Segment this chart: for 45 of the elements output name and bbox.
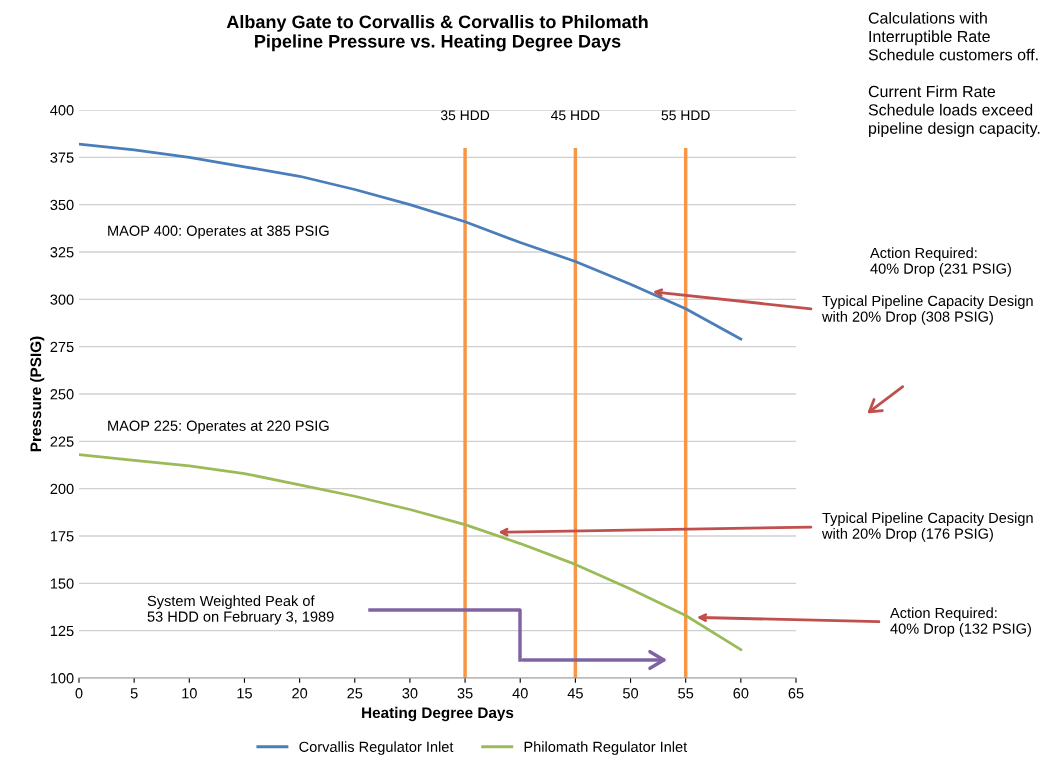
x-tick-label: 15: [237, 688, 252, 699]
annotation: Typical Pipeline Capacity Design with 20% Drop (308 PSIG): [821, 295, 1033, 325]
text: Calculations with Interruptible Rate Schedule customers off. Current Firm Rate Schedule loads exceed pipeline design capacity.: [868, 12, 1040, 138]
y-tick-label: 375: [50, 152, 74, 163]
annotation: Action Required: 40% Drop (132 PSIG): [890, 607, 1031, 637]
y-tick-label: 325: [50, 247, 74, 258]
y-tick-label: 250: [50, 389, 74, 400]
y-tick-label: 125: [50, 625, 74, 637]
x-tick-label: 20: [292, 688, 308, 699]
x-tick-label: 5: [130, 688, 138, 699]
y-axis-title: Pressure (PSIG): [30, 336, 45, 452]
line-series: [79, 453, 743, 651]
y-tick-label: 400: [50, 105, 74, 116]
x-tick-label: 65: [788, 688, 804, 699]
legend-label: Corvallis Regulator Inlet: [299, 741, 454, 755]
annotation: Typical Pipeline Capacity Design with 20% Drop (176 PSIG): [821, 512, 1033, 542]
y-tick-label: 350: [50, 199, 74, 211]
x-tick-label: 40: [512, 688, 528, 699]
x-axis-title: Heating Degree Days: [362, 706, 514, 722]
annotation: MAOP 400: Operates at 385 PSIG: [108, 225, 329, 239]
chart-title: Albany Gate to Corvallis & Corvallis to Philomath Pipeline Pressure vs. Heating Degree Days: [226, 14, 648, 52]
ref-line-label: 45 HDD: [551, 110, 600, 121]
x-tick-label: 55: [678, 688, 694, 699]
annotation: System Weighted Peak of 53 HDD on February 3, 1989: [147, 595, 334, 625]
y-tick-label: 175: [50, 531, 74, 542]
y-tick-label: 150: [50, 578, 74, 589]
y-tick-label: 300: [50, 294, 74, 305]
y-tick-label: 200: [50, 483, 74, 495]
ref-line-label: 55 HDD: [661, 110, 710, 121]
text: Action Required: 40% Drop (231 PSIG): [870, 247, 1011, 277]
y-tick-label: 225: [50, 436, 74, 447]
x-tick-label: 35: [457, 688, 473, 699]
annotation: MAOP 225: Operates at 220 PSIG: [108, 420, 329, 434]
x-tick-label: 10: [182, 688, 197, 699]
x-tick-label: 45: [567, 688, 583, 699]
x-tick-label: 50: [623, 688, 639, 699]
x-tick-label: 0: [75, 688, 83, 699]
y-tick-label: 275: [50, 341, 74, 353]
x-tick-label: 60: [733, 688, 749, 699]
x-tick-label: 30: [402, 688, 418, 699]
legend-label: Philomath Regulator Inlet: [524, 741, 688, 755]
x-tick-label: 25: [347, 688, 363, 699]
ref-line-label: 35 HDD: [440, 110, 490, 121]
line-series: [79, 142, 743, 341]
y-tick-label: 100: [50, 673, 74, 684]
